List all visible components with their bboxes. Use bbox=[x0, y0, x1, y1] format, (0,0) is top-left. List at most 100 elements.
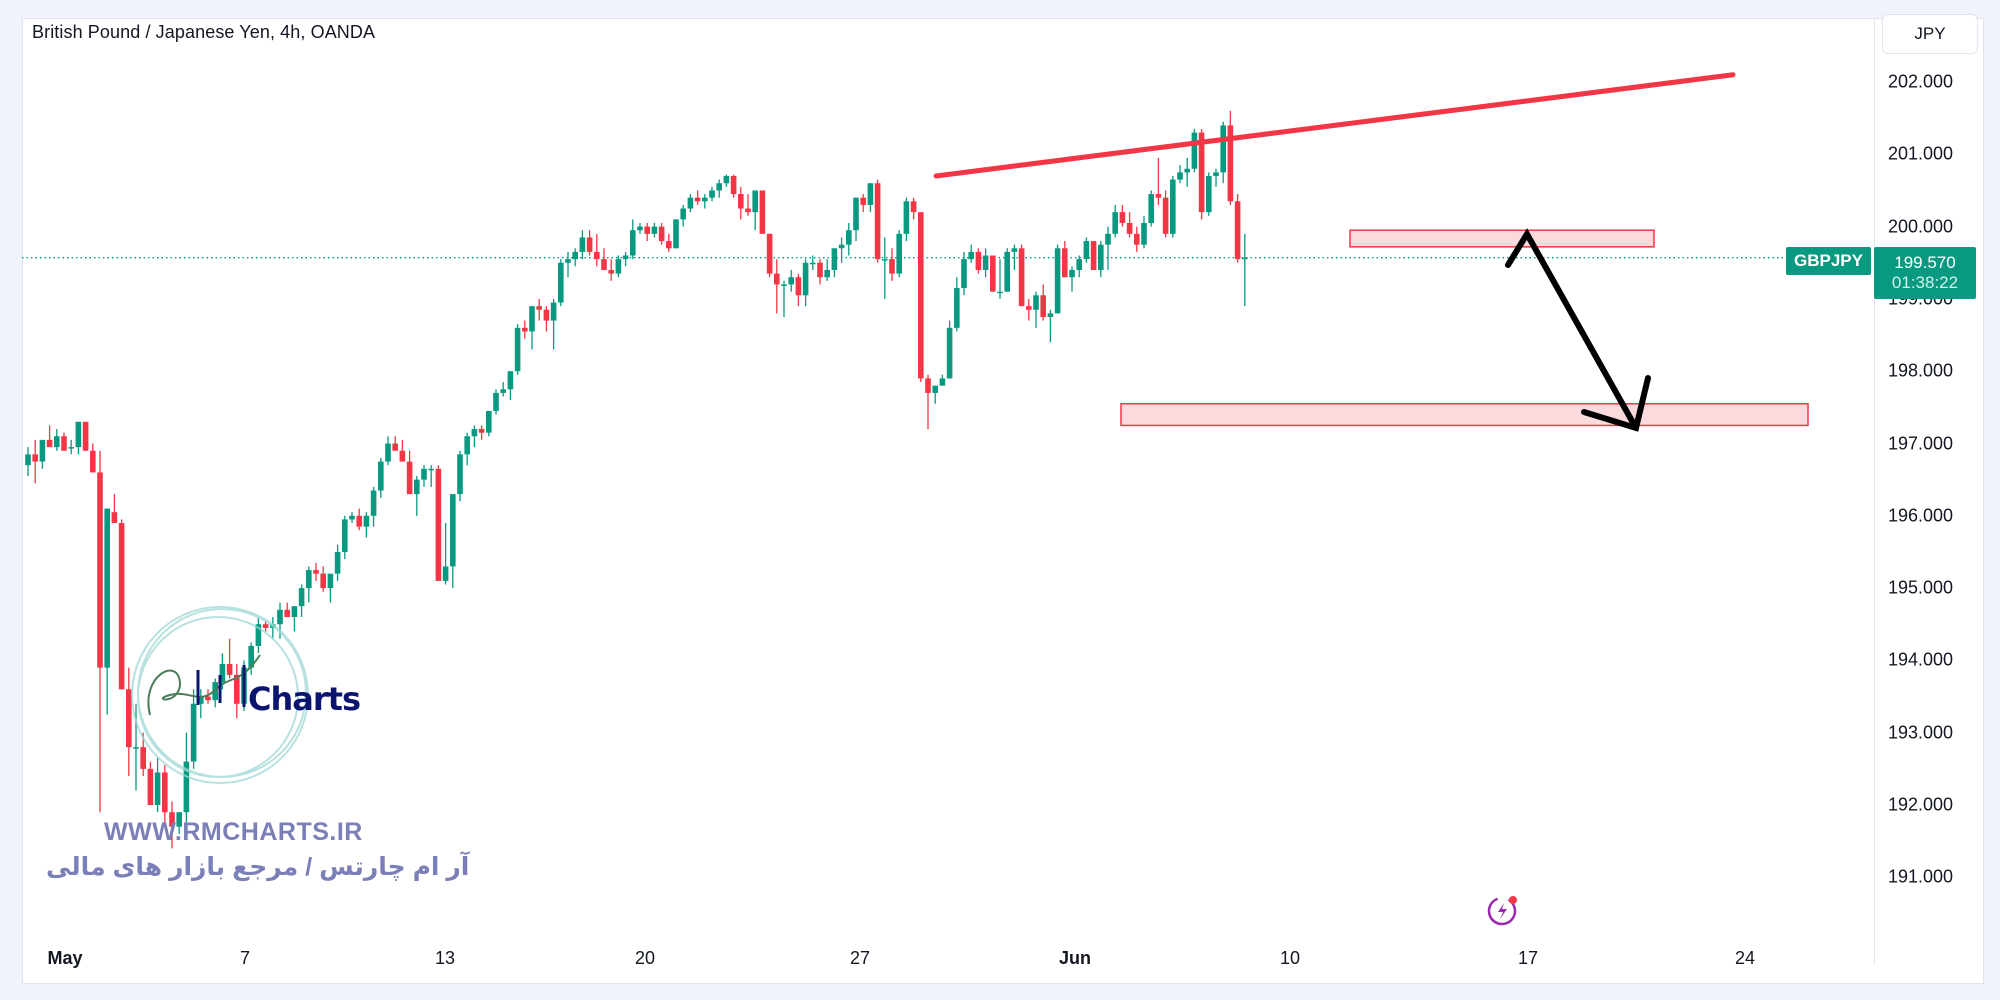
candle-body bbox=[349, 515, 355, 520]
symbol-tag: GBPJPY bbox=[1786, 247, 1871, 275]
candle-body bbox=[190, 703, 197, 762]
candle-body bbox=[702, 197, 708, 202]
candle-body bbox=[1083, 241, 1090, 260]
candle-body bbox=[709, 190, 715, 198]
candle-body bbox=[522, 327, 528, 332]
candle-body bbox=[486, 410, 492, 433]
candle-body bbox=[680, 208, 686, 220]
candle-body bbox=[1126, 222, 1133, 234]
candle-body bbox=[1242, 257, 1248, 260]
candle-body bbox=[630, 230, 636, 256]
candle-body bbox=[219, 664, 226, 683]
candle-body bbox=[176, 812, 182, 827]
candle-body bbox=[1090, 241, 1097, 270]
candle-body bbox=[75, 421, 82, 448]
candle-body bbox=[183, 761, 190, 813]
candle-body bbox=[1148, 194, 1154, 223]
candle-body bbox=[363, 515, 370, 527]
candle-body bbox=[334, 551, 341, 574]
candle-body bbox=[954, 288, 960, 328]
candle-body bbox=[579, 237, 586, 252]
price-tick-label: 195.000 bbox=[1888, 577, 1954, 598]
candle-body bbox=[1069, 269, 1075, 278]
candle-body bbox=[1134, 233, 1140, 245]
candle-body bbox=[831, 248, 838, 270]
candle-body bbox=[1227, 125, 1234, 202]
time-tick-label: 13 bbox=[434, 948, 456, 968]
candle-body bbox=[1213, 172, 1219, 176]
candle-body bbox=[838, 244, 845, 249]
candle-body bbox=[558, 262, 564, 303]
candle-body bbox=[550, 302, 557, 321]
price-tick-label: 197.000 bbox=[1888, 433, 1954, 453]
flash-news-icon[interactable] bbox=[1485, 892, 1521, 928]
candle-body bbox=[608, 269, 614, 274]
candle-body bbox=[1105, 233, 1111, 245]
candle-body bbox=[406, 461, 413, 495]
candle-body bbox=[752, 190, 758, 213]
chart-frame bbox=[22, 18, 1984, 984]
candle-body bbox=[594, 251, 600, 260]
candle-body bbox=[1170, 179, 1176, 234]
candle-body bbox=[925, 378, 931, 393]
candle-body bbox=[226, 664, 233, 675]
candle-body bbox=[507, 371, 514, 390]
candle-body bbox=[234, 674, 240, 704]
candle-body bbox=[1234, 201, 1241, 260]
candle-body bbox=[162, 772, 168, 813]
candle-body bbox=[435, 468, 442, 581]
candle-body bbox=[946, 327, 953, 379]
watermark-tagline: آر ام چارتس / مرجع بازار های مالی bbox=[46, 853, 470, 881]
zone-rectangle bbox=[1349, 229, 1655, 248]
candle-body bbox=[730, 175, 737, 195]
candle-body bbox=[802, 262, 809, 296]
candle-body bbox=[154, 772, 161, 805]
candle-body bbox=[421, 468, 427, 480]
candle-body bbox=[442, 566, 449, 581]
candle-body bbox=[262, 624, 269, 628]
candle-body bbox=[255, 624, 262, 646]
candle-body bbox=[126, 689, 132, 748]
candle-body bbox=[990, 255, 996, 292]
candle-body bbox=[961, 259, 967, 289]
time-tick-label: 20 bbox=[634, 948, 656, 968]
trendline bbox=[933, 72, 1736, 179]
candle-body bbox=[860, 197, 866, 205]
candle-body bbox=[658, 226, 665, 242]
price-tick-label: 192.000 bbox=[1888, 794, 1954, 815]
candle-body bbox=[500, 389, 506, 393]
candle-body bbox=[133, 747, 139, 749]
candle-body bbox=[1206, 175, 1212, 213]
candle-body bbox=[385, 443, 391, 462]
price-tick-label: 191.000 bbox=[1888, 866, 1954, 887]
projection-arrow bbox=[1505, 228, 1639, 431]
candle-body bbox=[932, 385, 938, 393]
candle-body bbox=[666, 241, 672, 249]
candle-body bbox=[118, 523, 125, 690]
price-axis-divider bbox=[1874, 18, 1875, 964]
candle-body bbox=[450, 494, 456, 567]
candle-body bbox=[1184, 168, 1190, 173]
candle-body bbox=[1011, 248, 1018, 252]
last-price-value: 199.570 bbox=[1894, 253, 1956, 272]
candle-body bbox=[1098, 244, 1104, 270]
candle-body bbox=[795, 277, 802, 296]
currency-button[interactable]: JPY bbox=[1882, 14, 1978, 54]
candle-body bbox=[1004, 251, 1010, 292]
candle-body bbox=[1198, 132, 1205, 213]
candle-body bbox=[198, 696, 204, 704]
candle-body bbox=[471, 429, 478, 437]
time-tick-label: Jun bbox=[1058, 948, 1092, 968]
candle-body bbox=[889, 259, 895, 274]
price-tick-label: 193.000 bbox=[1888, 722, 1954, 743]
candle-body bbox=[392, 443, 398, 451]
zone-rectangle bbox=[1120, 402, 1809, 427]
candle-body bbox=[982, 255, 989, 270]
candle-body bbox=[615, 259, 622, 274]
candle-body bbox=[104, 508, 110, 668]
candle-body bbox=[853, 197, 859, 231]
candle-body bbox=[277, 609, 283, 625]
candle-body bbox=[968, 251, 974, 260]
candle-body bbox=[320, 573, 326, 589]
